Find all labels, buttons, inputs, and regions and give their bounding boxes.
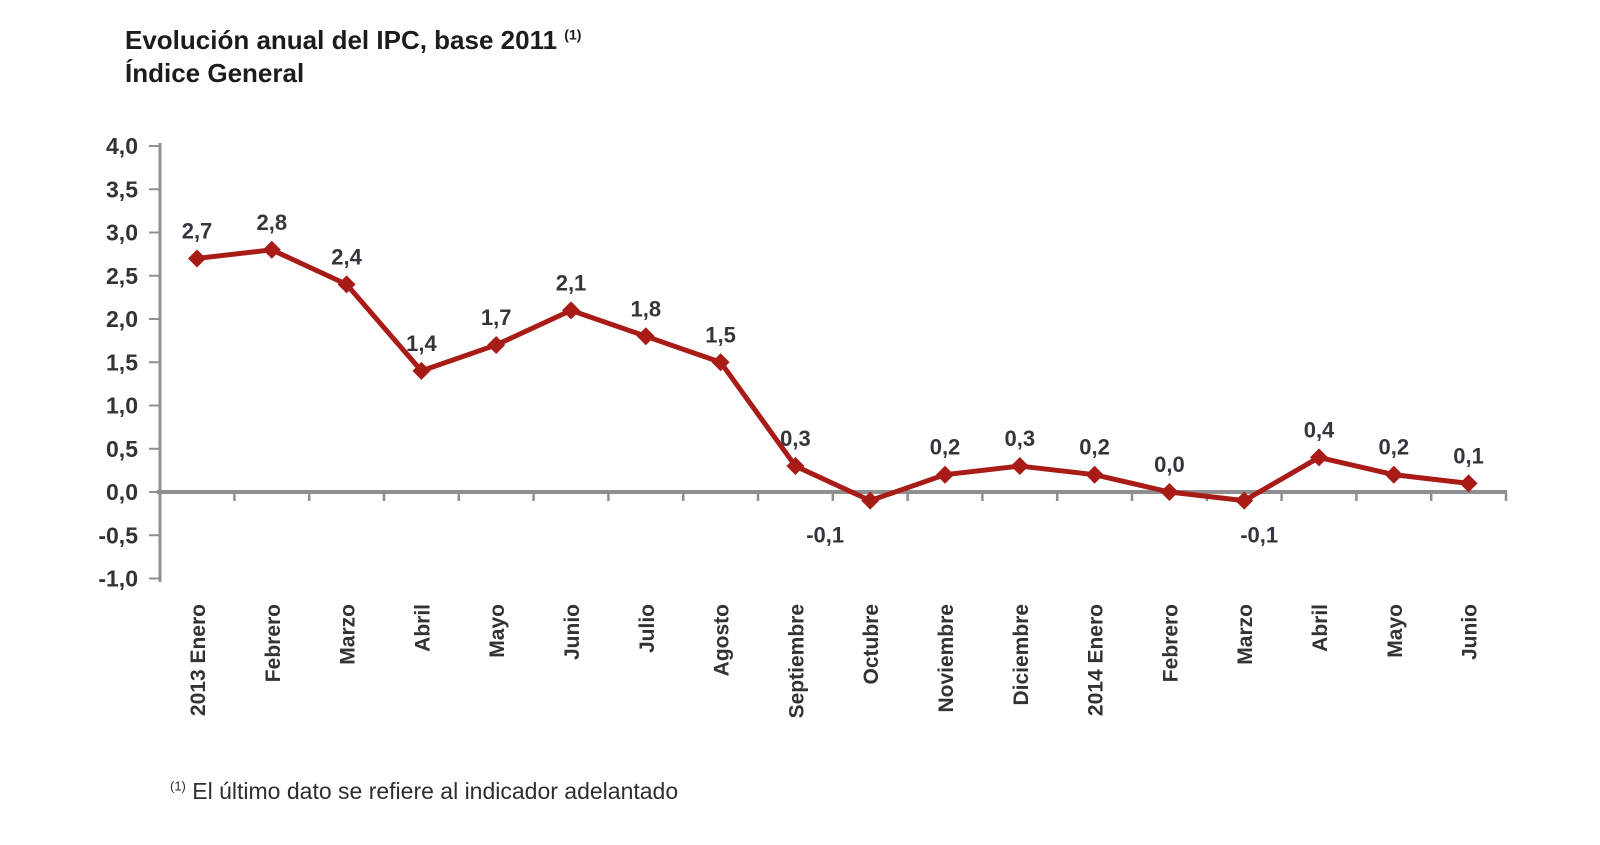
data-point-label: 0,4 (1304, 417, 1335, 442)
x-tick-label: Octubre (860, 604, 883, 685)
ipc-series-line (196, 247, 1469, 504)
data-point-marker (1310, 448, 1328, 467)
data-point-marker (711, 353, 730, 372)
chart-title-block: Evolución anual del IPC, base 2011 (1) Í… (125, 24, 581, 90)
y-tick-label: 1,0 (106, 393, 138, 419)
y-tick-label: 3,0 (106, 220, 138, 246)
data-point-label: 0,3 (1005, 426, 1036, 451)
data-point-label: 1,5 (705, 322, 736, 347)
data-point-label: -0,1 (806, 523, 844, 548)
data-point-marker (1459, 474, 1478, 493)
data-point-marker (487, 335, 506, 354)
x-tick-label: Marzo (337, 604, 360, 665)
data-point-marker (562, 301, 580, 320)
chart-title: Evolución anual del IPC, base 2011 (1) (125, 24, 581, 57)
x-tick-label: Mayo (1384, 604, 1407, 658)
data-point-label: 2,7 (182, 218, 213, 243)
x-tick-label: 2014 Enero (1085, 604, 1108, 716)
x-tick-label: Junio (1459, 604, 1482, 660)
y-tick-label: 1,5 (106, 349, 138, 375)
data-point-marker (337, 275, 356, 294)
x-tick-label: Agosto (711, 604, 734, 676)
data-point-marker (936, 465, 954, 484)
x-tick-label: Diciembre (1010, 604, 1033, 706)
data-point-label: -0,1 (1240, 523, 1278, 548)
y-tick-label: 3,5 (106, 176, 138, 202)
data-point-label: 1,8 (631, 296, 662, 321)
x-tick-label: Febrero (262, 604, 285, 682)
y-tick-label: 4,0 (106, 133, 138, 159)
x-tick-label: Abril (1309, 604, 1332, 652)
x-tick-label: Noviembre (935, 604, 958, 713)
x-tick-label: Marzo (1234, 604, 1257, 665)
data-point-marker (412, 361, 431, 380)
x-tick-label: Junio (561, 604, 584, 660)
y-tick-label: 2,5 (106, 263, 138, 289)
data-point-label: 0,3 (780, 426, 811, 451)
data-point-marker (1010, 457, 1029, 476)
data-point-marker (1235, 491, 1254, 510)
data-point-label: 0,0 (1154, 452, 1185, 477)
x-tick-label: Septiembre (785, 604, 808, 718)
x-tick-label: Febrero (1159, 604, 1182, 682)
chart-subtitle: Índice General (125, 58, 305, 88)
y-tick-label: -0,5 (98, 522, 138, 548)
x-tick-label: Julio (636, 604, 659, 653)
data-point-label: 0,2 (1379, 435, 1410, 460)
data-point-label: 2,4 (331, 244, 362, 269)
data-point-marker (1384, 465, 1403, 484)
data-point-label: 1,4 (406, 331, 437, 356)
x-tick-label: 2013 Enero (187, 604, 210, 716)
data-point-marker (786, 457, 805, 476)
data-point-label: 0,1 (1453, 443, 1484, 468)
chart-footnote: (1) El último dato se refiere al indicad… (170, 778, 678, 805)
data-point-marker (188, 249, 206, 268)
footnote-text: El último dato se refiere al indicador a… (192, 778, 679, 804)
y-tick-label: 0,0 (106, 479, 138, 505)
chart-title-text: Evolución anual del IPC, base 2011 (125, 25, 558, 55)
footnote-marker: (1) (170, 778, 186, 794)
data-point-label: 0,2 (1079, 435, 1110, 460)
data-point-marker (1085, 465, 1104, 484)
data-point-label: 2,1 (556, 270, 587, 295)
y-tick-label: 0,5 (106, 436, 138, 462)
data-point-label: 1,7 (481, 305, 512, 330)
y-tick-label: -1,0 (98, 566, 138, 592)
data-point-label: 0,2 (930, 435, 961, 460)
x-tick-label: Abril (411, 604, 434, 652)
data-point-marker (861, 491, 880, 510)
y-tick-label: 2,0 (106, 306, 138, 332)
data-point-marker (636, 327, 655, 346)
data-point-marker (262, 240, 281, 259)
data-point-label: 2,8 (257, 210, 288, 235)
chart-title-footnote-marker: (1) (564, 26, 582, 43)
data-point-marker (1160, 483, 1179, 501)
x-tick-label: Mayo (486, 604, 509, 658)
